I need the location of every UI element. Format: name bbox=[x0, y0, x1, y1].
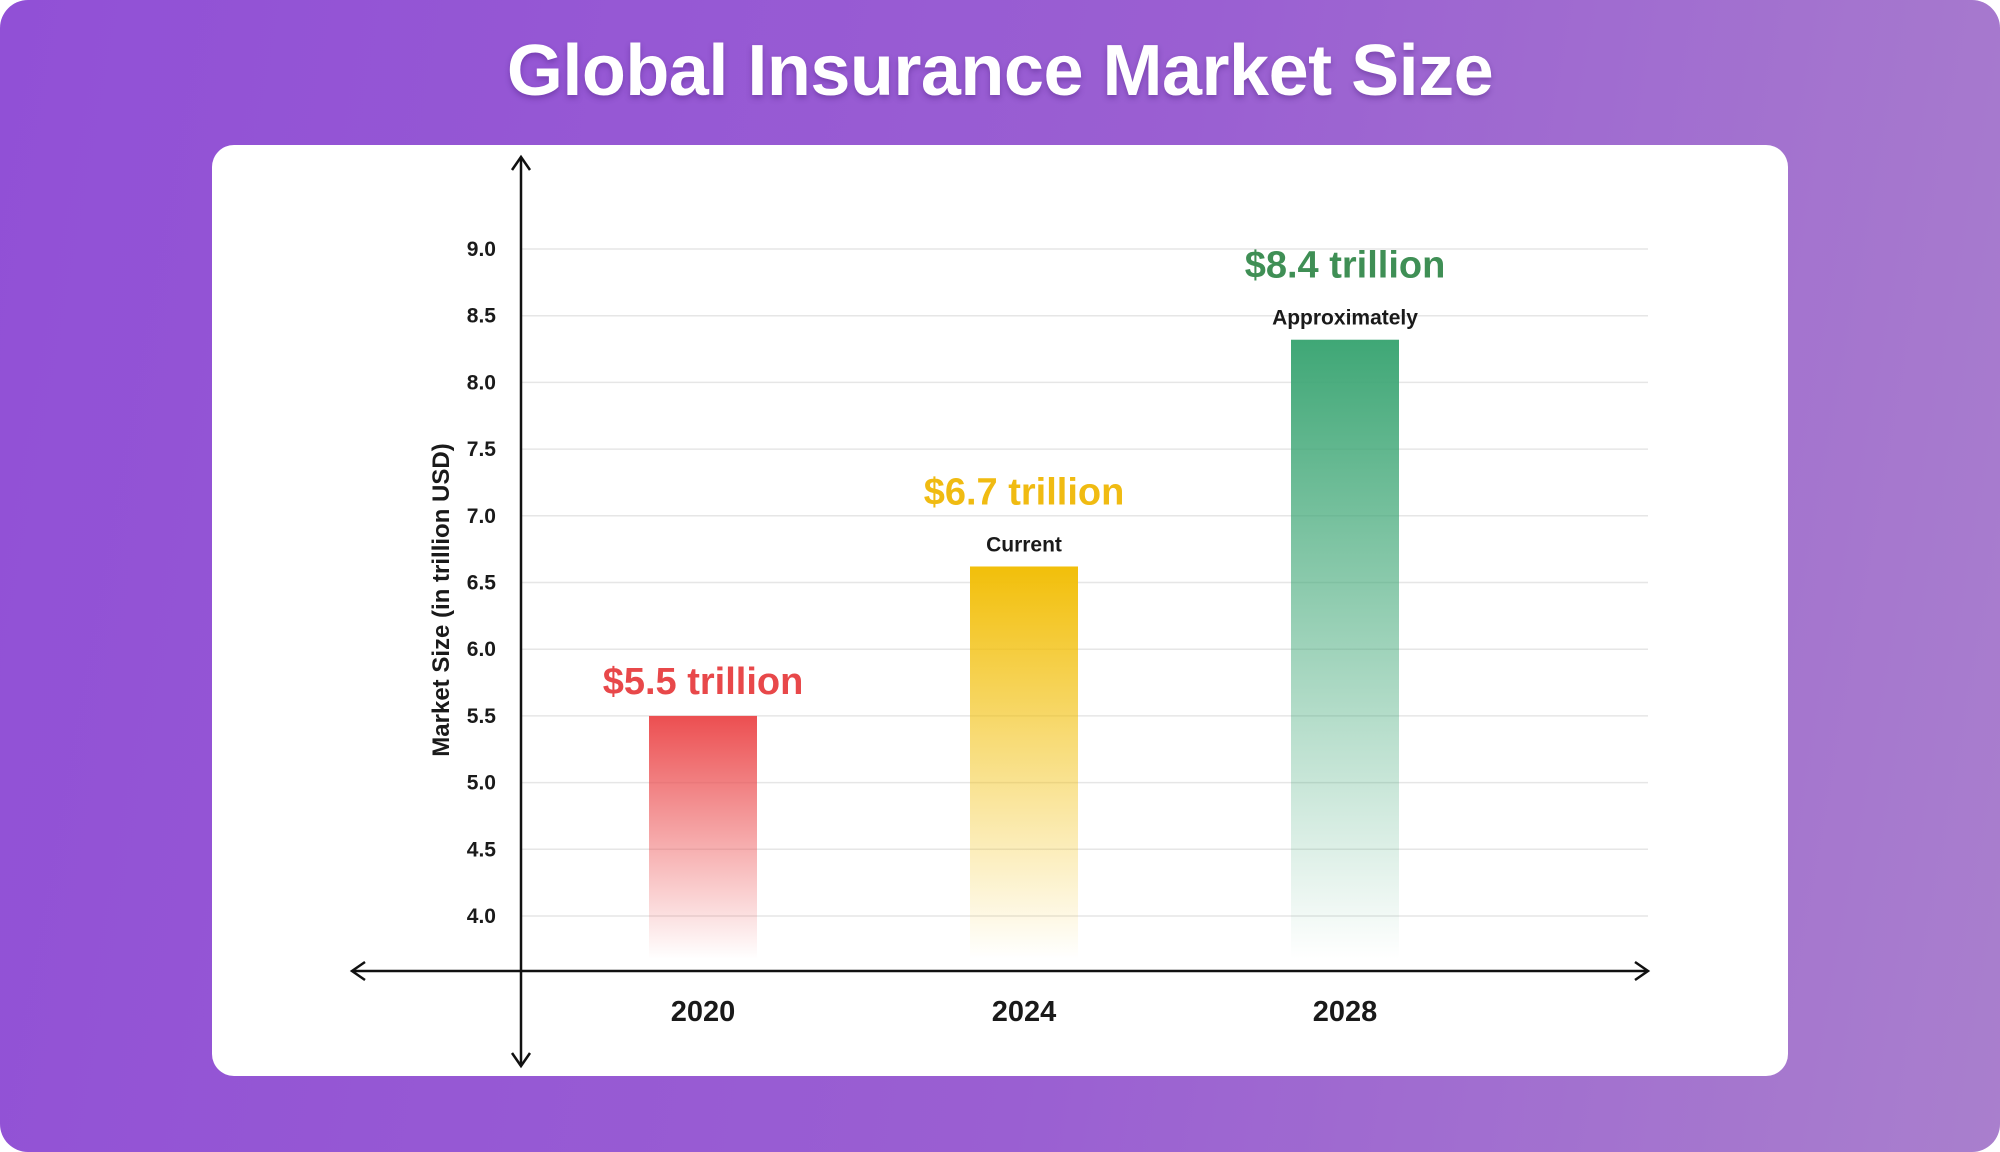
y-tick-label: 6.5 bbox=[467, 572, 497, 595]
bars bbox=[649, 339, 1399, 959]
x-tick-label: 2028 bbox=[1313, 996, 1378, 1028]
value-label: $5.5 trillion bbox=[603, 661, 804, 703]
y-tick-label: 6.0 bbox=[467, 638, 496, 661]
sub-label: Current bbox=[986, 533, 1062, 556]
y-tick-label: 4.5 bbox=[467, 838, 497, 861]
y-tick-label: 7.5 bbox=[467, 438, 497, 461]
y-tick-label: 4.0 bbox=[467, 905, 496, 928]
gridlines bbox=[521, 248, 1648, 917]
y-tick-label: 8.5 bbox=[467, 305, 497, 328]
x-axis-right-arrow bbox=[1634, 960, 1651, 982]
y-tick-label: 9.0 bbox=[467, 238, 496, 261]
y-axis-top-arrow bbox=[510, 154, 532, 171]
y-axis-bottom-arrow bbox=[510, 1052, 532, 1069]
y-tick-label: 5.5 bbox=[467, 705, 497, 728]
value-label: $8.4 trillion bbox=[1245, 245, 1446, 287]
sub-label: Approximately bbox=[1272, 307, 1418, 330]
y-tick-label: 7.0 bbox=[467, 505, 496, 528]
labels: 4.0 4.5 5.0 5.5 6.0 6.5 7.0 7.5 8.0 8.5 9.0 $5.5 tr… bbox=[428, 238, 1445, 1028]
bar-2028 bbox=[1291, 339, 1399, 959]
x-tick-label: 2024 bbox=[992, 996, 1057, 1028]
bar-2024 bbox=[970, 566, 1078, 959]
value-label: $6.7 trillion bbox=[924, 471, 1125, 513]
x-tick-label: 2020 bbox=[671, 996, 736, 1028]
x-axis-left-arrow bbox=[349, 960, 366, 982]
page-title: Global Insurance Market Size bbox=[506, 31, 1494, 111]
y-tick-label: 5.0 bbox=[467, 772, 496, 795]
axes bbox=[349, 154, 1651, 1069]
bar-2020 bbox=[649, 715, 757, 959]
y-tick-label: 8.0 bbox=[467, 371, 496, 394]
y-axis-title: Market Size (in trillion USD) bbox=[428, 443, 455, 756]
